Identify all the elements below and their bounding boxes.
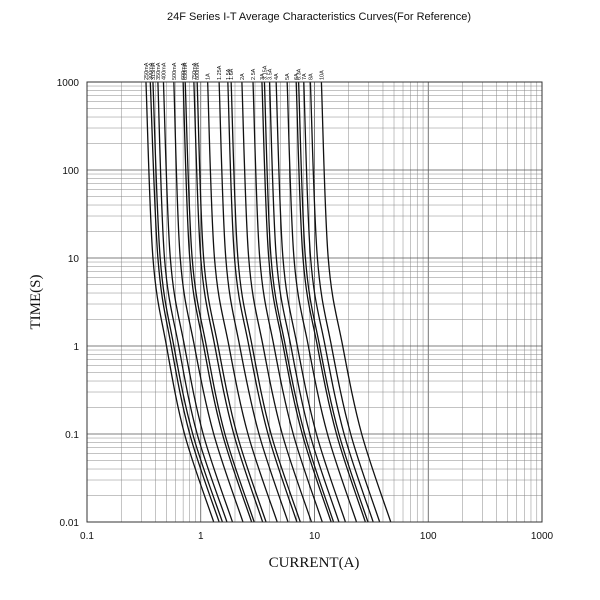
series-line-17	[263, 81, 335, 523]
curves	[145, 81, 392, 523]
series-line-1	[149, 81, 220, 523]
series-label-17: 3.15A	[262, 65, 268, 80]
series-line-22	[297, 81, 369, 523]
series-label-10: 1A	[206, 73, 212, 80]
series-line-23	[303, 81, 374, 523]
series-line-9	[196, 81, 267, 523]
series-label-15: 2.5A	[251, 68, 257, 80]
y-tick-label: 1	[73, 342, 79, 353]
y-tick-label: 0.1	[65, 430, 79, 441]
y-tick-label: 10	[68, 254, 80, 265]
series-line-13	[230, 81, 301, 523]
series-label-1: 300mA	[148, 62, 154, 80]
series-label-23: 7A	[302, 73, 308, 80]
series-label-2: 315mA	[151, 62, 157, 80]
series-line-6	[182, 81, 253, 523]
series-label-25: 10A	[319, 70, 325, 80]
y-tick-label: 0.01	[60, 518, 80, 529]
x-tick-label: 100	[420, 531, 437, 542]
series-label-12: 1.5A	[226, 68, 232, 80]
chart-title: 24F Series I-T Average Characteristics C…	[167, 11, 471, 23]
series-label-11: 1.25A	[217, 65, 223, 80]
series-label-21: 6A	[294, 73, 300, 80]
series-label-3: 350mA	[156, 62, 162, 80]
y-tick-label: 1000	[57, 78, 80, 89]
plot-frame	[86, 81, 543, 523]
series-label-8: 750mA	[192, 62, 198, 80]
series-line-20	[286, 81, 358, 523]
series-label-4: 400mA	[161, 62, 167, 80]
series-line-12	[227, 81, 298, 523]
series-line-16	[261, 81, 332, 523]
series-line-14	[241, 81, 313, 523]
series-line-10	[207, 81, 278, 523]
series-label-0: 250mA	[144, 62, 150, 80]
series-line-5	[173, 81, 244, 523]
series-label-13: 1.6A	[229, 68, 235, 80]
series-label-9: 800mA	[195, 62, 201, 80]
series-label-22: 6.3A	[297, 68, 303, 80]
x-axis-label: CURRENT(A)	[269, 555, 360, 571]
series-line-7	[184, 81, 255, 523]
series-label-6: 600mA	[181, 62, 187, 80]
series-label-24: 8A	[308, 73, 314, 80]
series-line-25	[320, 81, 392, 523]
x-tick-label: 1000	[531, 531, 554, 542]
series-line-11	[218, 81, 289, 523]
series-label-14: 2A	[240, 73, 246, 80]
series-label-7: 630mA	[183, 62, 189, 80]
series-label-16: 3A	[260, 73, 266, 80]
series-label-18: 3.5A	[268, 68, 274, 80]
series-line-0	[145, 81, 215, 523]
y-tick-labels: 0.01 0.1 1 10 100 1000	[57, 78, 80, 529]
series-line-18	[268, 81, 340, 523]
series-line-21	[295, 81, 366, 523]
x-tick-label: 10	[309, 531, 321, 542]
series-label-5: 500mA	[172, 62, 178, 80]
series-label-19: 4A	[274, 73, 280, 80]
series-line-19	[275, 81, 347, 523]
series-line-15	[252, 81, 323, 523]
y-axis-label: TIME(S)	[28, 275, 44, 330]
series-line-3	[157, 81, 228, 523]
series-label-20: 5A	[285, 73, 291, 80]
series-line-24	[309, 81, 381, 523]
x-tick-label: 0.1	[80, 531, 94, 542]
series-line-4	[162, 81, 234, 523]
y-tick-label: 100	[62, 166, 79, 177]
series-line-8	[193, 81, 264, 523]
series-line-2	[152, 81, 224, 523]
x-tick-labels: 0.1 1 10 100 1000	[80, 531, 554, 542]
x-tick-label: 1	[198, 531, 204, 542]
